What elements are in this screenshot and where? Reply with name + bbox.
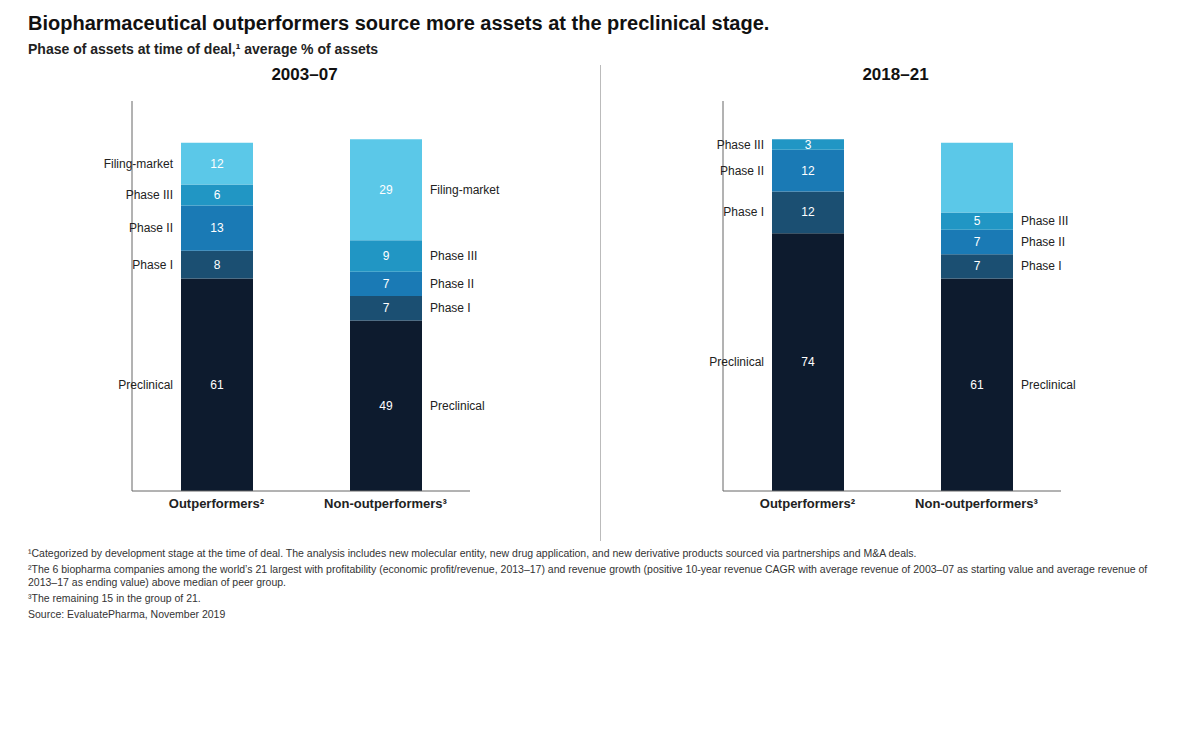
svg-text:5: 5 [973, 214, 980, 228]
svg-text:Non-outperformers³: Non-outperformers³ [915, 496, 1038, 511]
svg-text:Phase I: Phase I [430, 301, 471, 315]
svg-text:6: 6 [213, 188, 220, 202]
svg-text:Preclinical: Preclinical [430, 399, 485, 413]
svg-text:Filing-market: Filing-market [103, 157, 173, 171]
svg-text:13: 13 [210, 221, 224, 235]
svg-text:Phase II: Phase II [719, 164, 763, 178]
svg-text:12: 12 [210, 157, 224, 171]
svg-text:7: 7 [973, 235, 980, 249]
svg-text:Phase II: Phase II [1021, 235, 1065, 249]
svg-text:7: 7 [973, 259, 980, 273]
html-text:2018–21: 2018–21 [862, 65, 929, 84]
html-text:Source: EvaluatePharma, Novemb: Source: EvaluatePharma, November 2019 [28, 607, 226, 620]
html-text:²The 6 biopharma companies amo: ²The 6 biopharma companies among the wor… [28, 562, 1148, 589]
html-text:³The remaining 15 in the group: ³The remaining 15 in the group of 21. [28, 591, 201, 604]
svg-text:Phase I: Phase I [1021, 259, 1062, 273]
svg-text:61: 61 [970, 378, 984, 392]
svg-text:Phase I: Phase I [132, 258, 173, 272]
svg-text:Phase II: Phase II [128, 221, 172, 235]
svg-text:12: 12 [801, 205, 815, 219]
svg-text:12: 12 [801, 164, 815, 178]
svg-text:9: 9 [382, 249, 389, 263]
html-text:Phase of assets at time of dea: Phase of assets at time of deal,¹ averag… [28, 41, 379, 57]
svg-text:74: 74 [801, 355, 815, 369]
svg-text:Preclinical: Preclinical [709, 355, 764, 369]
svg-text:49: 49 [379, 399, 393, 413]
svg-text:Filing-market: Filing-market [430, 183, 500, 197]
html-text:Biopharmaceutical outperformer: Biopharmaceutical outperformers source m… [28, 12, 770, 34]
svg-text:Phase I: Phase I [723, 205, 764, 219]
svg-text:Outperformers²: Outperformers² [759, 496, 855, 511]
svg-text:Preclinical: Preclinical [1021, 378, 1076, 392]
html-text:2003–07: 2003–07 [271, 65, 338, 84]
svg-text:7: 7 [382, 277, 389, 291]
svg-text:Phase III: Phase III [1021, 214, 1068, 228]
svg-text:Outperformers²: Outperformers² [168, 496, 264, 511]
svg-text:61: 61 [210, 378, 224, 392]
svg-text:8: 8 [213, 258, 220, 272]
svg-text:7: 7 [382, 301, 389, 315]
html-text:¹Categorized by development st: ¹Categorized by development stage at the… [28, 547, 917, 559]
svg-text:Phase III: Phase III [716, 138, 763, 152]
svg-text:Preclinical: Preclinical [118, 378, 173, 392]
svg-text:Phase II: Phase II [430, 277, 474, 291]
svg-text:Phase III: Phase III [125, 188, 172, 202]
svg-text:Non-outperformers³: Non-outperformers³ [324, 496, 447, 511]
svg-text:29: 29 [379, 183, 393, 197]
svg-text:3: 3 [804, 138, 811, 152]
svg-text:Phase III: Phase III [430, 249, 477, 263]
